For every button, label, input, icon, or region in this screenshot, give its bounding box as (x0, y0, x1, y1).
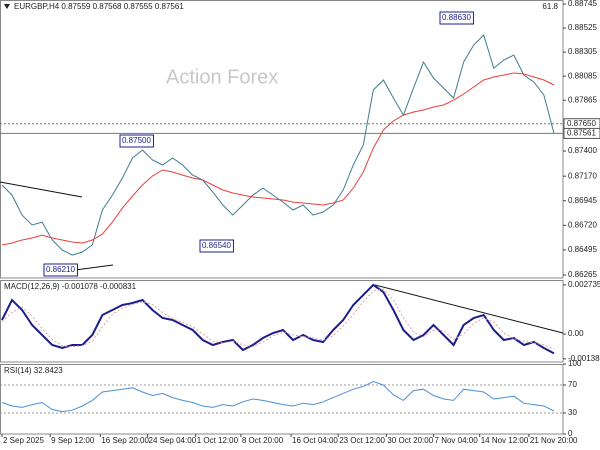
price-title: EURGBP,H4 0.87559 0.87568 0.87555 0.8756… (14, 2, 184, 11)
macd-title: MACD(12,26,9) -0.001078 -0.000831 (4, 282, 137, 291)
y-tick-label: 0.00 (568, 329, 584, 338)
y-tick-label: 0.87865 (568, 95, 597, 104)
x-tick-label: 14 Nov 12:00 (481, 436, 529, 445)
menu-arrow (4, 4, 10, 9)
y-tick-label: 0.87170 (568, 171, 597, 180)
fib-note: 61.8 (542, 2, 558, 11)
trend-line (374, 284, 564, 334)
x-tick-label: 30 Oct 20:00 (387, 436, 433, 445)
series-line (1, 72, 555, 246)
y-tick-label: 0.86720 (568, 220, 597, 229)
annotation: 0.86540 (202, 241, 231, 250)
annotation-box (43, 263, 78, 277)
x-tick-label: 24 Sep 04:00 (149, 436, 197, 445)
series-line (1, 283, 555, 355)
x-tick-label: 21 Nov 20:00 (530, 436, 578, 445)
rsi-panel (0, 364, 564, 435)
y-tick-label: 0.86495 (568, 245, 597, 254)
x-tick-label: 7 Nov 04:00 (435, 436, 479, 445)
x-tick-label: 1 Oct 12:00 (197, 436, 239, 445)
watermark: Action Forex (166, 66, 278, 88)
x-tick-label: 16 Oct 04:00 (292, 436, 338, 445)
series-line (1, 380, 555, 413)
y-tick-label: 0.88085 (568, 71, 597, 80)
price-tag: 0.87650 (567, 119, 596, 128)
price-tag-box (563, 127, 600, 139)
y-tick-label: 100 (568, 359, 582, 368)
y-tick-label: 0.86265 (568, 270, 597, 279)
trend-line (0, 181, 83, 198)
y-tick-label: -0.001384 (568, 354, 600, 363)
series-line (1, 288, 555, 350)
y-tick-label: 0.87400 (568, 146, 597, 155)
annotation: 0.86210 (46, 265, 75, 274)
price-panel (0, 0, 564, 279)
y-tick-label: 0.86945 (568, 196, 597, 205)
rsi-title: RSI(14) 32.8423 (4, 366, 63, 375)
y-tick-label: 0.002735 (568, 280, 600, 289)
annotation: 0.88630 (442, 13, 471, 22)
annotation: 0.87500 (122, 136, 151, 145)
x-tick-label: 23 Oct 12:00 (339, 436, 385, 445)
x-tick-label: 16 Sep 20:00 (101, 436, 149, 445)
y-tick-label: 70 (568, 380, 577, 389)
x-tick-label: 9 Sep 12:00 (51, 436, 95, 445)
y-tick-label: 0.88305 (568, 47, 597, 56)
y-tick-label: 30 (568, 408, 577, 417)
y-tick-label: 0.88525 (568, 23, 597, 32)
annotation-box (439, 11, 474, 25)
annotation-box (119, 134, 154, 148)
annotation-box (199, 239, 234, 253)
macd-panel (0, 280, 564, 363)
y-tick-label: 0 (568, 429, 573, 438)
x-tick-label: 8 Oct 20:00 (242, 436, 284, 445)
y-tick-label: 0.88745 (568, 0, 597, 8)
price-tag: 0.87561 (567, 129, 596, 138)
x-tick-label: 2 Sep 2025 (3, 436, 44, 445)
